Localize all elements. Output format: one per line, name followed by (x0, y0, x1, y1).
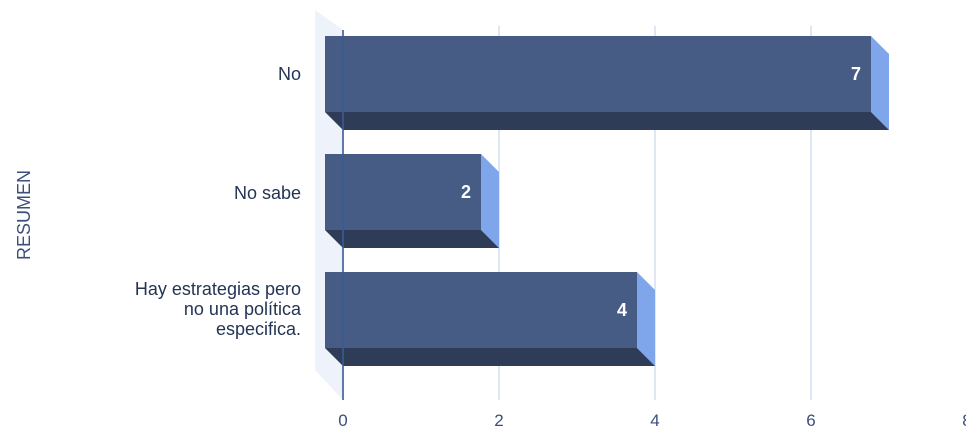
bar-side-face (481, 154, 499, 248)
bar-value-label: 2 (461, 182, 471, 202)
bar: 7 (325, 36, 889, 130)
bar-front-face (325, 272, 637, 348)
bar: 4 (325, 272, 655, 366)
bar: 2 (325, 154, 499, 248)
x-tick-label: 0 (338, 411, 347, 430)
y-category-label: No (278, 64, 301, 84)
bar-value-label: 7 (851, 64, 861, 84)
bar-value-label: 4 (617, 300, 627, 320)
bar-bottom-face (325, 112, 889, 130)
x-axis-ticks: 0 2 4 6 8 (338, 411, 966, 430)
y-axis-categories: No No sabe Hay estrategias pero no una polí… (135, 64, 302, 339)
y-category-label-line: No sabe (234, 183, 301, 203)
bar-front-face (325, 36, 871, 112)
y-axis-title: RESUMEN (14, 170, 34, 260)
x-tick-label: 6 (806, 411, 815, 430)
bars: 7 2 4 (325, 36, 889, 366)
bar-front-face (325, 154, 481, 230)
y-category-label-line: Hay estrategias pero (135, 279, 301, 299)
x-tick-label: 4 (650, 411, 659, 430)
x-tick-label: 2 (494, 411, 503, 430)
y-category-label-line: No (278, 64, 301, 84)
x-tick-label: 8 (962, 411, 966, 430)
bar-side-face (871, 36, 889, 130)
y-category-label: No sabe (234, 183, 301, 203)
y-category-label-line: no una política (184, 299, 302, 319)
y-category-label: Hay estrategias pero no una política espec… (135, 279, 302, 339)
bar-bottom-face (325, 230, 499, 248)
bar-side-face (637, 272, 655, 366)
y-category-label-line: especifica. (216, 319, 301, 339)
bar-bottom-face (325, 348, 655, 366)
